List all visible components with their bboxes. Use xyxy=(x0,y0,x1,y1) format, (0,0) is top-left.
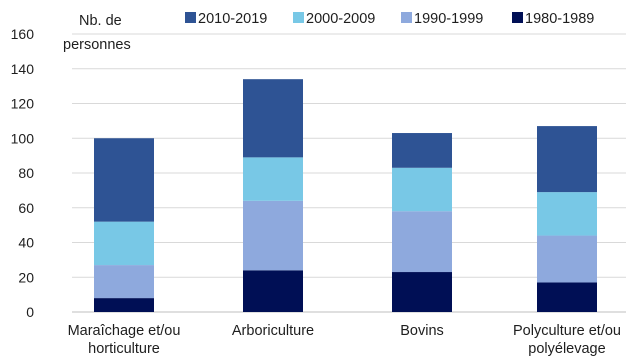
legend-label: 1980-1989 xyxy=(525,11,594,27)
gridlines xyxy=(72,33,626,313)
bar-stack xyxy=(94,138,154,312)
legend-label: 2010-2019 xyxy=(198,11,267,27)
bar-stack xyxy=(392,133,452,312)
bar-segment-1980-1989 xyxy=(392,272,452,312)
bar-segment-1990-1999 xyxy=(94,265,154,299)
legend-item: 1980-1989 xyxy=(512,11,594,27)
y-tick-label: 80 xyxy=(18,165,34,181)
legend-swatch xyxy=(185,12,196,23)
y-tick-label: 0 xyxy=(26,304,34,320)
bar-segment-2000-2009 xyxy=(537,192,597,236)
bar-segment-2000-2009 xyxy=(392,167,452,212)
bar-segment-2010-2019 xyxy=(537,126,597,193)
bar-segment-2000-2009 xyxy=(94,221,154,266)
y-axis-label: Nb. de personnes xyxy=(63,13,131,53)
bar-segment-2010-2019 xyxy=(243,79,303,158)
legend-item: 1990-1999 xyxy=(401,11,483,27)
y-tick-label: 140 xyxy=(11,61,35,77)
x-category-label: Bovins xyxy=(400,323,444,339)
x-category-label: Arboriculture xyxy=(232,323,314,339)
bar-segment-1990-1999 xyxy=(537,235,597,283)
x-axis-categories: Maraîchage et/ou horticulture Arboricultur… xyxy=(68,323,621,357)
bar-segment-1990-1999 xyxy=(392,211,452,273)
y-axis-ticks: 0 20 40 60 80 100 120 140 160 xyxy=(11,26,35,320)
x-category-label: Maraîchage et/ou xyxy=(68,323,181,339)
y-tick-label: 160 xyxy=(11,26,35,42)
bar-stack xyxy=(537,126,597,312)
bar-segment-1980-1989 xyxy=(537,282,597,312)
legend-swatch xyxy=(401,12,412,23)
bar-segment-2000-2009 xyxy=(243,157,303,201)
bar-segment-1990-1999 xyxy=(243,200,303,271)
legend-label: 2000-2009 xyxy=(306,11,375,27)
bar-segment-1980-1989 xyxy=(243,270,303,312)
legend: 2010-2019 2000-2009 1990-1999 1980-1989 xyxy=(185,11,594,27)
bar-segment-1980-1989 xyxy=(94,298,154,312)
y-tick-label: 120 xyxy=(11,96,35,112)
y-tick-label: 20 xyxy=(18,269,34,285)
legend-label: 1990-1999 xyxy=(414,11,483,27)
x-category-label: Polyculture et/ou xyxy=(513,323,621,339)
x-category-label: polyélevage xyxy=(528,341,605,357)
legend-item: 2000-2009 xyxy=(293,11,375,27)
y-axis-label-line: personnes xyxy=(63,37,131,53)
y-tick-label: 100 xyxy=(11,130,35,146)
y-tick-label: 40 xyxy=(18,235,34,251)
legend-swatch xyxy=(512,12,523,23)
x-category-label: horticulture xyxy=(88,341,160,357)
bar-segment-2010-2019 xyxy=(392,133,452,168)
y-axis-label-line: Nb. de xyxy=(79,13,122,29)
legend-item: 2010-2019 xyxy=(185,11,267,27)
legend-swatch xyxy=(293,12,304,23)
bar-stack xyxy=(243,79,303,312)
bar-segment-2010-2019 xyxy=(94,138,154,222)
bars xyxy=(94,79,597,312)
y-tick-label: 60 xyxy=(18,200,34,216)
